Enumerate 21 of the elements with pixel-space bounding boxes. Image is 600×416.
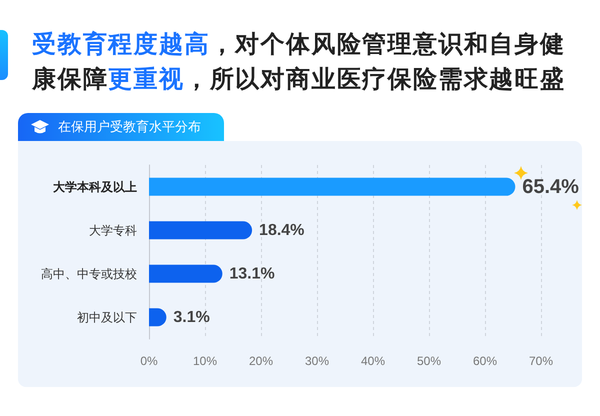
x-tick-label: 40% xyxy=(360,354,386,368)
data-label: 3.1% xyxy=(173,308,210,326)
y-tick-label: 大学本科及以上 xyxy=(53,180,137,194)
x-tick-label: 10% xyxy=(192,354,218,368)
x-tick-label: 0% xyxy=(140,354,158,368)
x-tick-label: 70% xyxy=(528,354,554,368)
x-tick-label: 50% xyxy=(416,354,442,368)
bar xyxy=(149,264,222,283)
x-tick-label: 30% xyxy=(304,354,330,368)
chart-subtitle: 在保用户受教育水平分布 xyxy=(58,118,201,136)
data-label: 18.4% xyxy=(259,222,304,239)
y-tick-label: 大学专科 xyxy=(89,223,137,238)
x-tick-label: 60% xyxy=(472,354,498,368)
bar xyxy=(149,221,252,240)
y-tick-label: 初中及以下 xyxy=(77,310,137,324)
chart-title: 受教育程度越高，对个体风险管理意识和自身健康保障更重视，所以对商业医疗保险需求越旺盛 xyxy=(32,30,566,93)
x-tick-label: 20% xyxy=(248,354,274,368)
bar xyxy=(149,178,516,196)
data-label: 13.1% xyxy=(229,265,275,282)
data-label: 65.4% xyxy=(522,176,580,198)
y-tick-label: 高中、中专或技校 xyxy=(41,266,137,281)
